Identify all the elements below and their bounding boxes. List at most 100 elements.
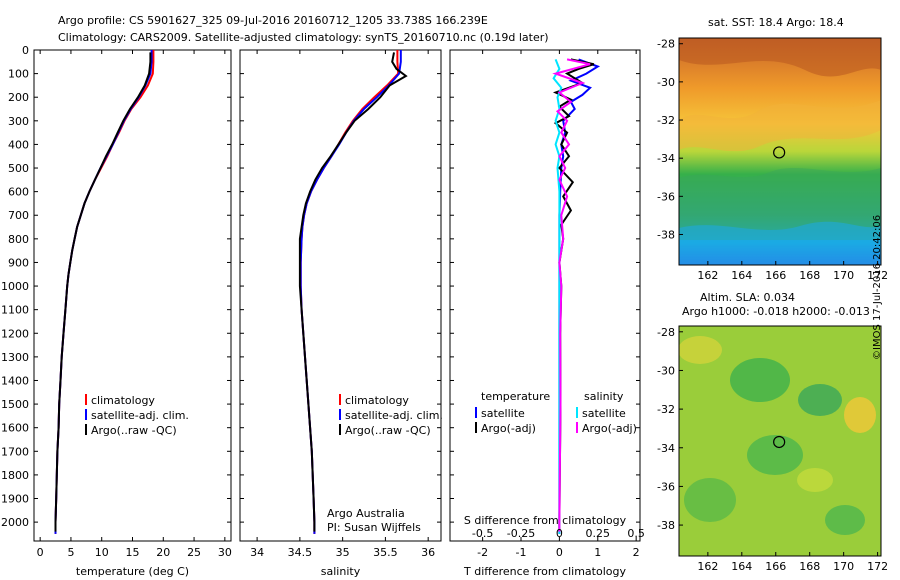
temperature-x-tick-label: 5 — [67, 546, 74, 559]
depth-tick-label: 1800 — [1, 469, 29, 482]
difference-s-tick-label: 0.25 — [586, 527, 611, 540]
depth-tick-label: 2000 — [1, 516, 29, 529]
temperature-x-tick-label: 0 — [37, 546, 44, 559]
sla_map-lat-tick-label: -28 — [657, 326, 675, 339]
depth-tick-label: 900 — [8, 256, 29, 269]
sst_map-lat-tick-label: -34 — [657, 152, 675, 165]
difference-legend-label: satellite — [582, 407, 626, 420]
difference-x-tick-label: 1 — [594, 546, 601, 559]
difference-s-tick-label: 0.5 — [627, 527, 645, 540]
temperature-x-tick-label: 15 — [126, 546, 140, 559]
depth-tick-label: 1100 — [1, 304, 29, 317]
sla_map-lat-tick-label: -34 — [657, 442, 675, 455]
sla-map-panel: Altim. SLA: 0.034 Argo h1000: -0.018 h20… — [657, 291, 888, 573]
sst-map-ticks: 162 164 166 168 170 172 -28 -30 -32 -34 -36 -38 — [657, 38, 888, 282]
sla_map-lat-tick-label: -38 — [657, 519, 675, 532]
sst-argo-position-marker — [773, 146, 786, 159]
temperature-x-tick-label: 20 — [156, 546, 170, 559]
pi-annotation: PI: Susan Wijffels — [327, 521, 421, 534]
difference-legend-label: satellite — [481, 407, 525, 420]
salinity-legend-label: Argo(..raw -QC) — [345, 424, 431, 437]
difference-s-tick-label: -0.5 — [472, 527, 493, 540]
difference-series-argo-adj- — [552, 58, 591, 532]
sla-low-patch — [684, 478, 736, 522]
difference-x-tick-label: -1 — [516, 546, 527, 559]
sla-high-patch — [797, 468, 833, 492]
difference-x-axis-label: T difference from climatology — [463, 565, 626, 578]
depth-tick-label: 1400 — [1, 374, 29, 387]
header-line-1: Argo profile: CS 5901627_325 09-Jul-2016… — [58, 14, 488, 27]
salinity-x-tick-label: 35 — [336, 546, 350, 559]
difference-legend-temperature-title: temperature — [481, 390, 550, 403]
difference-x-tick-label: 2 — [633, 546, 640, 559]
depth-tick-label: 300 — [8, 115, 29, 128]
sla-low-patch — [730, 358, 790, 402]
difference-legend-label: Argo(-adj) — [582, 422, 637, 435]
difference-plot-frame — [449, 49, 641, 542]
sst-title: sat. SST: 18.4 Argo: 18.4 — [708, 16, 844, 29]
sst-map-panel: sat. SST: 18.4 Argo: 18.4 162 164 166 168 17… — [657, 16, 888, 282]
salinity-x-tick-label: 34 — [250, 546, 264, 559]
sla_map-lat-tick-label: -30 — [657, 364, 675, 377]
temperature-x-axis-label: temperature (deg C) — [76, 565, 189, 578]
salinity-x-tick-label: 35.5 — [373, 546, 398, 559]
difference-x-tick-label: 0 — [556, 546, 563, 559]
depth-tick-label: 600 — [8, 186, 29, 199]
sla_map-lat-tick-label: -36 — [657, 480, 675, 493]
sst_map-lon-tick-label: 166 — [765, 269, 786, 282]
depth-tick-label: 800 — [8, 233, 29, 246]
sla-high-patch — [844, 397, 876, 433]
depth-tick-label: 1500 — [1, 398, 29, 411]
sla-high-patch — [679, 336, 722, 364]
sla_map-lon-tick-label: 162 — [697, 560, 718, 573]
depth-tick-label: 500 — [8, 162, 29, 175]
difference-panel: -2 -1 0 1 2 T difference from climatology -0.5… — [449, 49, 645, 578]
depth-tick-label: 100 — [8, 68, 29, 81]
sla_map-lon-tick-label: 170 — [833, 560, 854, 573]
sst_map-lat-tick-label: -30 — [657, 76, 675, 89]
difference-legend-label: Argo(-adj) — [481, 422, 536, 435]
sla-map-ticks: 162 164 166 168 170 172 -28 -30 -32 -34 -36 -38 — [657, 326, 888, 573]
temperature-x-tick-label: 25 — [187, 546, 201, 559]
salinity-x-axis-label: salinity — [321, 565, 361, 578]
salinity-x-tick-label: 36 — [421, 546, 435, 559]
depth-tick-label: 1000 — [1, 280, 29, 293]
sla-argo-position-marker — [773, 435, 786, 449]
sst_map-lat-tick-label: -38 — [657, 228, 675, 241]
temperature-legend-label: Argo(..raw -QC) — [91, 424, 177, 437]
salinity-legend-label: climatology — [345, 394, 409, 407]
sst_map-lon-tick-label: 170 — [833, 269, 854, 282]
sst_map-lon-tick-label: 164 — [731, 269, 752, 282]
sst-cool-patch — [679, 221, 881, 265]
depth-tick-label: 1600 — [1, 422, 29, 435]
sst-frame — [678, 37, 882, 266]
temperature-panel: 0100200300400500600700800900100011001200… — [1, 44, 232, 578]
sla_map-lon-tick-label: 168 — [799, 560, 820, 573]
depth-tick-label: 700 — [8, 209, 29, 222]
sla_map-lon-tick-label: 166 — [765, 560, 786, 573]
salinity-series-argo-raw-qc- — [298, 52, 408, 532]
sst_map-lon-tick-label: 168 — [799, 269, 820, 282]
sla_map-lon-tick-label: 164 — [731, 560, 752, 573]
sla_map-lon-tick-label: 172 — [867, 560, 888, 573]
depth-tick-label: 200 — [8, 91, 29, 104]
depth-tick-label: 1700 — [1, 445, 29, 458]
temperature-legend-label: climatology — [91, 394, 155, 407]
depth-tick-label: 1300 — [1, 351, 29, 364]
depth-tick-label: 1900 — [1, 493, 29, 506]
header-line-2: Climatology: CARS2009. Satellite-adjuste… — [58, 31, 549, 44]
sla-low-patch — [825, 505, 865, 535]
sst_map-lon-tick-label: 172 — [867, 269, 888, 282]
sst_map-lat-tick-label: -28 — [657, 38, 675, 51]
difference-s-tick-label: -0.25 — [507, 527, 535, 540]
temperature-legend-label: satellite-adj. clim. — [91, 409, 189, 422]
salinity-plot-frame — [239, 49, 442, 542]
temperature-x-tick-label: 10 — [95, 546, 109, 559]
depth-tick-label: 1200 — [1, 327, 29, 340]
temperature-x-tick-label: 30 — [218, 546, 232, 559]
sst_map-lon-tick-label: 162 — [697, 269, 718, 282]
difference-s-axis-label: S difference from climatology — [464, 514, 627, 527]
sla-subtitle: Argo h1000: -0.018 h2000: -0.013 — [682, 305, 870, 318]
